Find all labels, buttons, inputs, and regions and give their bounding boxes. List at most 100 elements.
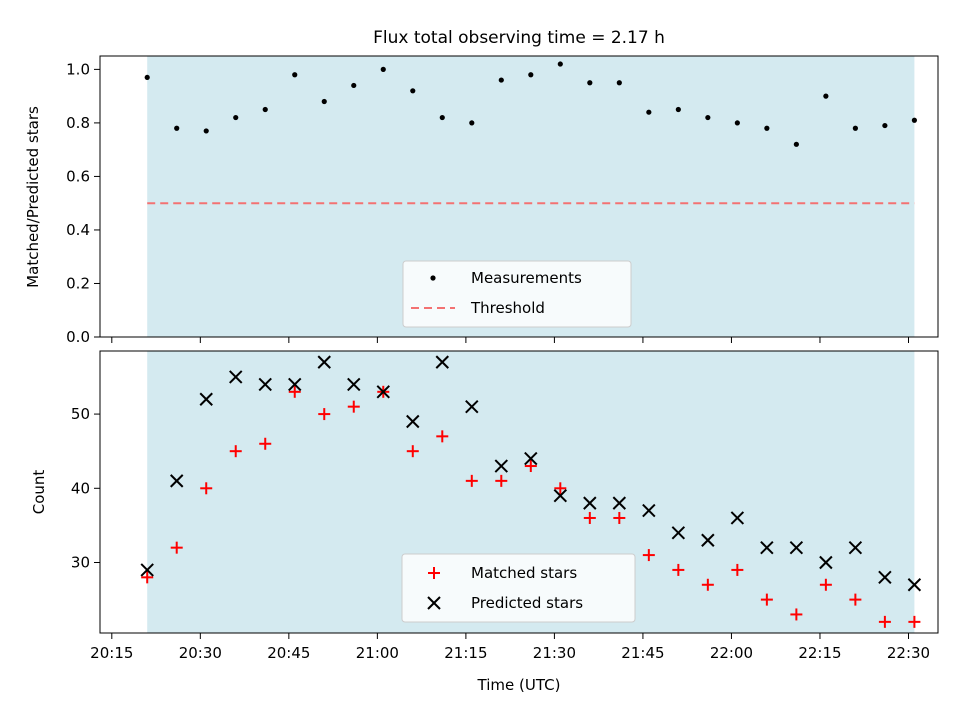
matched-star-point <box>760 593 773 606</box>
count-y-tick-label: 40 <box>71 479 90 497</box>
measurement-point <box>410 88 416 94</box>
x-tick-label: 21:30 <box>533 644 576 662</box>
predicted-star-point <box>878 570 892 585</box>
count-legend-box <box>401 553 636 623</box>
predicted-star-point <box>406 414 420 429</box>
measurement-point <box>646 109 652 115</box>
matched-star-point <box>259 437 272 450</box>
measurement-point <box>911 117 917 123</box>
measurement-point <box>321 98 327 105</box>
measurement-point <box>498 77 504 83</box>
predicted-star-point <box>789 540 804 555</box>
matched-star-point <box>613 511 626 524</box>
matched-star-point <box>465 474 478 487</box>
measurement-point <box>557 61 563 67</box>
count-legend: Matched stars Predicted stars <box>401 553 636 623</box>
measurement-point <box>174 125 180 131</box>
predicted-star-point <box>347 377 361 392</box>
matched-star-point <box>908 615 921 628</box>
measurement-point <box>469 120 475 126</box>
ratio-y-tick-label: 0.6 <box>66 167 90 185</box>
matched-star-point <box>672 563 685 576</box>
predicted-star-point <box>140 563 154 577</box>
x-tick-label: 21:15 <box>444 644 487 662</box>
matched-star-point <box>642 549 655 562</box>
predicted-star-point <box>760 540 774 555</box>
measurement-point <box>764 125 770 131</box>
predicted-star-point <box>612 496 627 510</box>
predicted-star-point <box>553 489 568 503</box>
predicted-star-point <box>701 533 715 547</box>
count-y-tick-label: 30 <box>71 554 90 572</box>
x-axis-label: Time (UTC) <box>477 676 561 694</box>
x-tick-label: 22:00 <box>710 644 753 662</box>
predicted-star-point <box>583 496 597 510</box>
measurement-point <box>587 80 593 86</box>
matched-star-point <box>554 482 567 495</box>
predicted-star-point <box>435 355 449 369</box>
matched-star-point <box>170 541 183 554</box>
predicted-star-point <box>170 474 184 488</box>
predicted-star-point <box>524 451 538 466</box>
predicted-star-point <box>199 392 213 406</box>
ratio-y-tick-label: 0.8 <box>66 114 90 132</box>
measurement-point <box>233 114 239 121</box>
matched-star-point <box>701 578 714 591</box>
legend-marker-predicted <box>427 596 441 610</box>
count-y-tick-label: 50 <box>71 405 90 423</box>
ratio-legend-box <box>402 260 632 328</box>
predicted-star-point <box>317 355 331 369</box>
measurement-point <box>203 128 209 134</box>
ratio-y-tick-label: 1.0 <box>66 60 90 78</box>
x-tick-label: 21:45 <box>621 644 664 662</box>
measurement-point <box>675 106 681 113</box>
predicted-star-point <box>642 503 656 518</box>
measurement-point <box>351 82 357 89</box>
measurement-point <box>793 141 799 147</box>
matched-star-point <box>849 593 862 606</box>
matched-star-point <box>436 430 449 443</box>
legend-label-threshold: Threshold <box>470 299 545 317</box>
predicted-star-point <box>819 555 833 570</box>
matched-star-point <box>731 563 744 576</box>
x-tick-label: 20:45 <box>267 644 310 662</box>
matched-star-point <box>819 578 832 591</box>
x-tick-label: 21:00 <box>356 644 399 662</box>
matched-star-point <box>406 445 419 458</box>
matched-star-point <box>229 445 242 458</box>
measurement-point <box>528 72 534 78</box>
count-y-axis-label: Count <box>30 470 48 515</box>
measurement-point <box>852 125 858 131</box>
ratio-plot-frame <box>99 55 939 338</box>
measurement-point <box>616 80 622 86</box>
predicted-star-point <box>494 459 509 473</box>
legend-marker-measurements <box>430 275 436 281</box>
ratio-y-tick-label: 0.4 <box>66 221 90 239</box>
ratio-y-tick-label: 0.0 <box>66 328 90 346</box>
ratio-panel: 0.0 0.2 0.4 0.6 0.8 1.0 Matched/Predicted sta… <box>24 55 939 346</box>
ratio-legend: Measurements Threshold <box>402 260 632 328</box>
legend-label-matched: Matched stars <box>471 564 577 582</box>
count-plot-frame <box>99 350 939 634</box>
ratio-y-tick-label: 0.2 <box>66 274 90 292</box>
measurement-point <box>823 93 829 99</box>
predicted-star-point <box>907 578 922 592</box>
legend-marker-matched <box>428 567 440 579</box>
measurement-point <box>734 120 740 126</box>
measurement-point <box>144 74 150 81</box>
measurement-point <box>439 114 445 121</box>
matched-star-point <box>318 408 331 421</box>
legend-label-measurements: Measurements <box>471 269 582 287</box>
matched-star-point <box>200 482 213 495</box>
ratio-y-axis-label: Matched/Predicted stars <box>24 106 42 288</box>
x-tick-label: 22:30 <box>887 644 930 662</box>
measurement-point <box>262 106 268 113</box>
matched-star-point <box>790 608 803 621</box>
matched-star-point <box>495 474 508 487</box>
x-tick-label: 20:15 <box>90 644 133 662</box>
measurement-point <box>292 72 298 78</box>
measurement-point <box>705 114 711 121</box>
matched-star-point <box>583 511 596 524</box>
predicted-star-point <box>671 526 686 540</box>
